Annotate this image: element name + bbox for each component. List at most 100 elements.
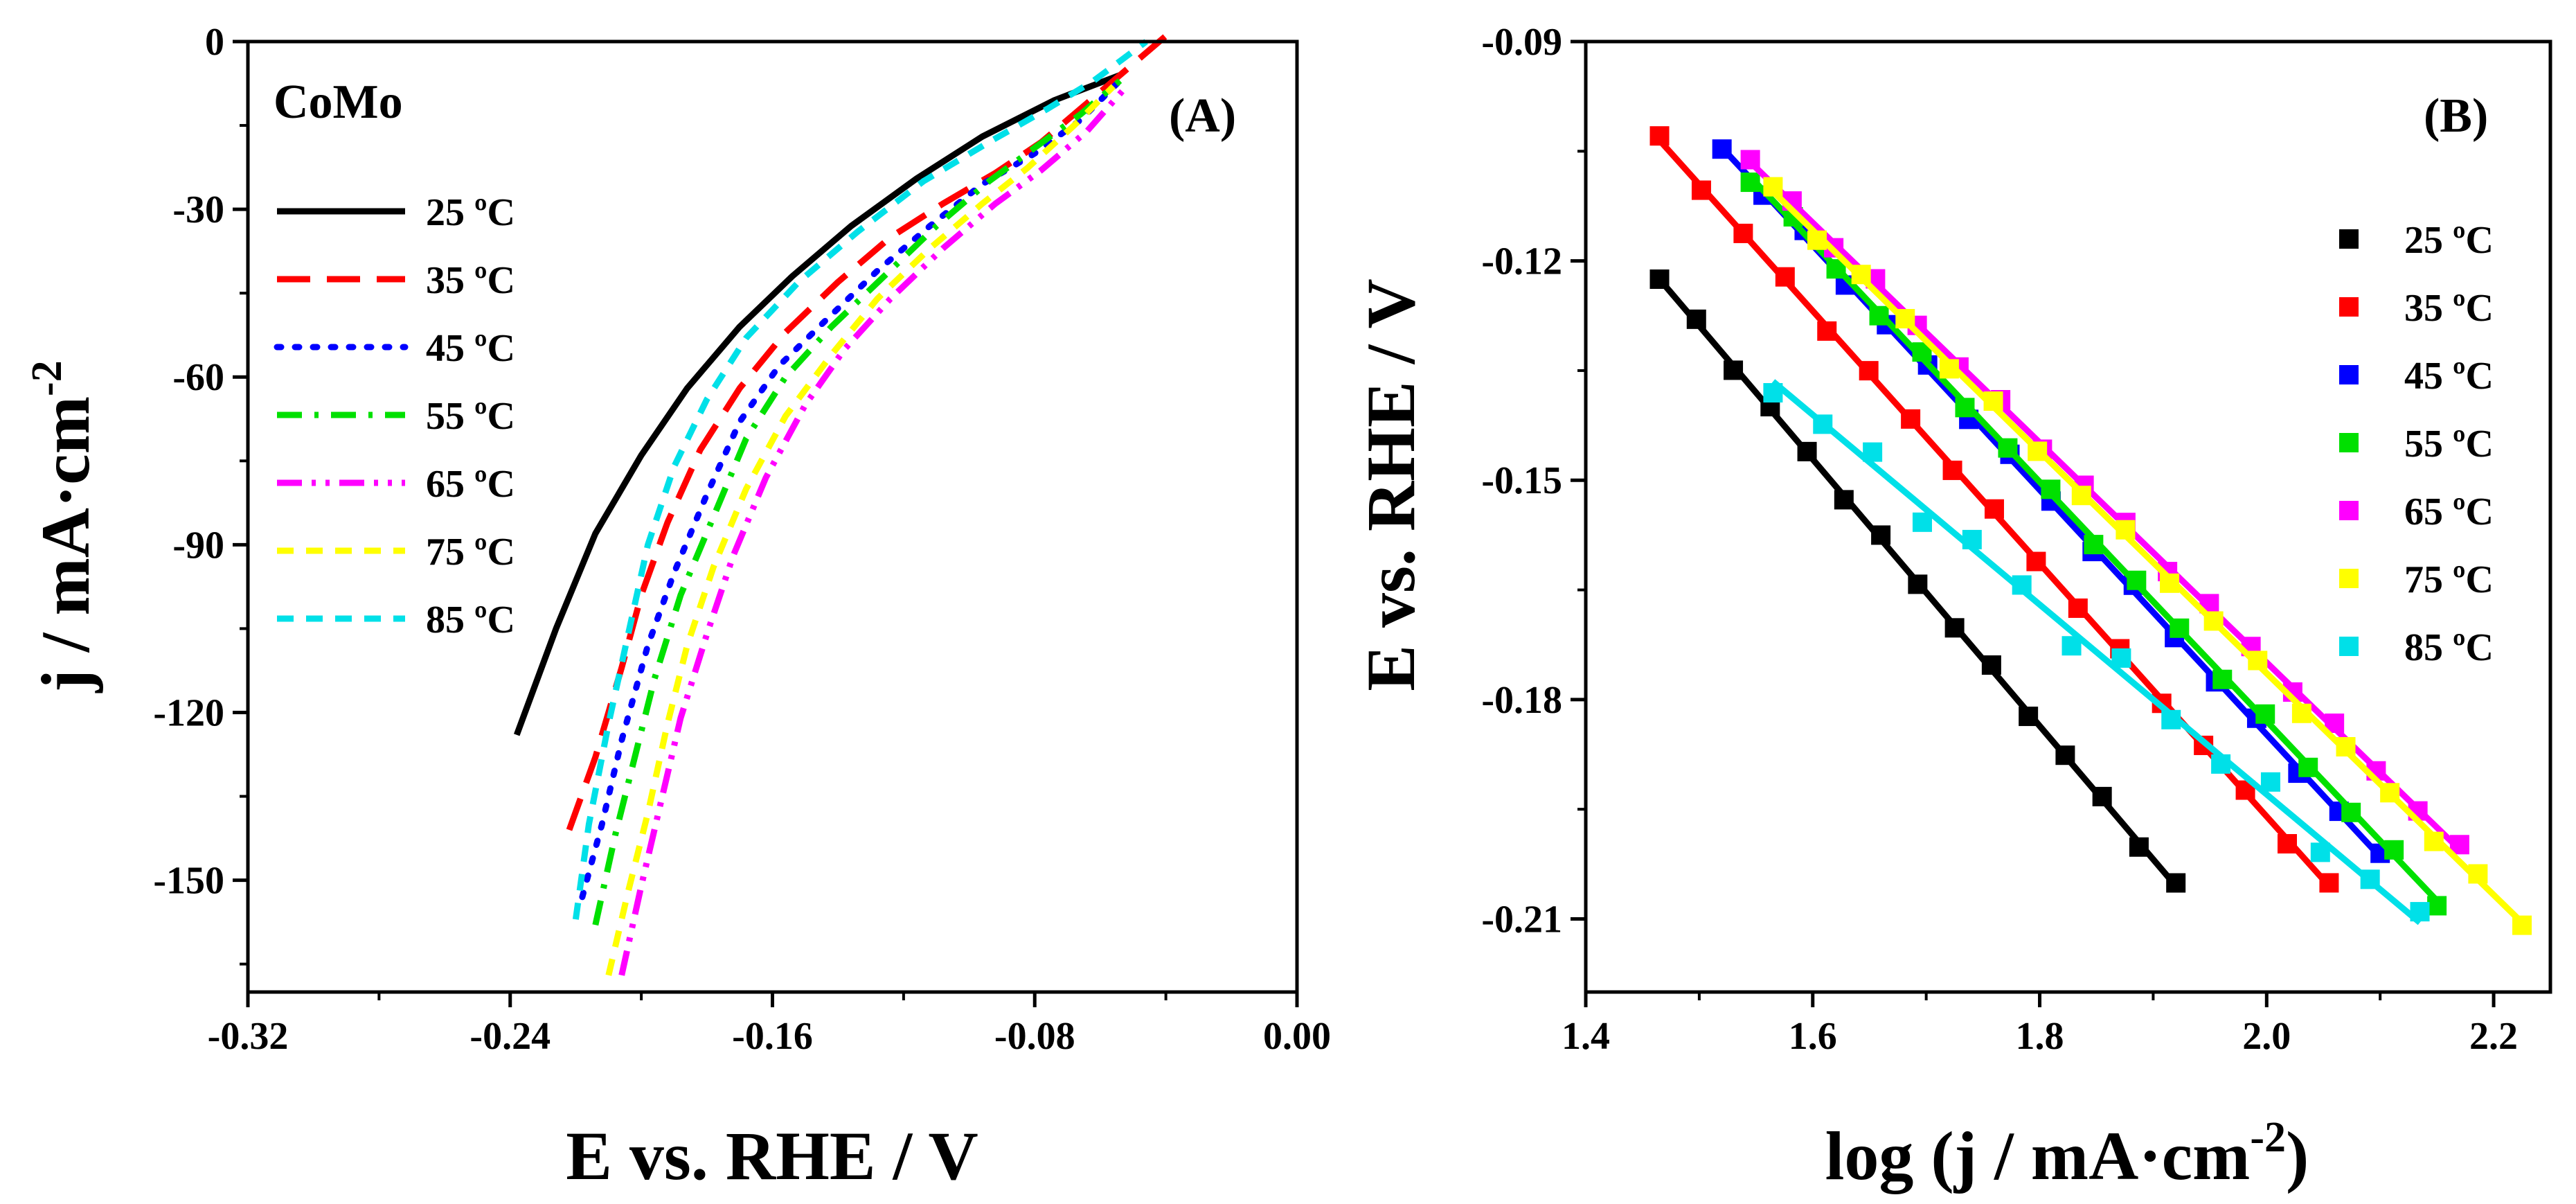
panel-b-legend-label: 85 ºC [2404, 626, 2494, 669]
panel-b-point [1944, 618, 1965, 638]
panel-a-series [513, 33, 1168, 976]
panel-b-point [2291, 703, 2311, 723]
panel-b-point [2255, 704, 2275, 724]
panel-a-xtick-label: -0.32 [208, 1015, 289, 1058]
panel-b-point [2116, 520, 2136, 540]
panel-b-point [2111, 648, 2131, 668]
panel-b-legend-label: 35 ºC [2404, 287, 2494, 330]
panel-b-point [2061, 636, 2082, 656]
panel-b-point [1863, 442, 1883, 462]
panel-b-point [2092, 786, 2112, 806]
panel-b-legend-marker [2339, 365, 2359, 384]
panel-a-xtick-label: 0.00 [1263, 1015, 1331, 1058]
panel-a-legend-label: 35 ºC [426, 259, 515, 302]
panel-b-point [1895, 309, 1915, 329]
panel-b-point [1817, 321, 1837, 341]
panel-b-legend-label: 75 ºC [2404, 558, 2494, 601]
panel-a-frame [246, 39, 1299, 994]
panel-b-xlabel-sup: -2 [2250, 1114, 2286, 1161]
panel-b-point [1939, 359, 1959, 379]
panel-b-ytick-label: -0.12 [1481, 240, 1562, 283]
panel-a-label: (A) [1169, 89, 1236, 143]
panel-b-point [1763, 177, 1783, 197]
panel-b-ticks: 1.4 1.6 1.8 2.0 2.2 -0.09 -0.12 -0.15 -0.18 -0.21 [1481, 21, 2518, 1058]
panel-b-point [1955, 398, 1975, 418]
panel-a-series-line-5 [618, 84, 1129, 976]
panel-b-point [1649, 126, 1670, 146]
panel-b-ytick-label: -0.21 [1481, 898, 1562, 941]
panel-b-point [2310, 842, 2330, 862]
panel-a-series-line-4 [592, 78, 1122, 926]
panel-b-point [2260, 772, 2280, 792]
panel-b-point [1912, 512, 1932, 532]
panel-a-legend-label: 85 ºC [426, 599, 515, 641]
panel-b-legend-marker [2339, 229, 2359, 249]
panel-b-point [2468, 864, 2488, 884]
panel-b-point [1686, 309, 1706, 329]
panel-a-title: CoMo [274, 76, 403, 129]
panel-a-series-line-1 [513, 72, 1121, 736]
panel-a-legend-label: 45 ºC [426, 327, 515, 370]
panel-b-legend-marker [2339, 569, 2359, 588]
panel-a-ytick-label: -150 [153, 860, 224, 903]
panel-b-point [2211, 754, 2231, 774]
panel-b-point [2055, 745, 2075, 765]
panel-b-xtick-label: 1.8 [2016, 1015, 2064, 1058]
panel-b-point [2028, 441, 2048, 461]
panel-a-ytick-label: -60 [172, 356, 224, 399]
panel-b-point [2170, 618, 2190, 638]
panel-b-fit-line-7 [1771, 379, 2422, 926]
panel-a-xlabel: E vs. RHE / V [566, 1117, 978, 1194]
panel-b-xlabel-end: ) [2286, 1117, 2309, 1194]
panel-b-point [1807, 230, 1827, 250]
panel-b-ytick-label: -0.09 [1481, 21, 1562, 64]
panel-b-xtick-label: 2.0 [2242, 1015, 2291, 1058]
panel-b-ytick-label: -0.15 [1481, 459, 1562, 502]
panel-b-point [1649, 269, 1670, 289]
panel-b-point [1763, 383, 1783, 403]
panel-a-ticks: -0.32 -0.24 -0.16 -0.08 0.00 0 -30 -60 -90 -120 -1… [153, 21, 1331, 1058]
panel-b-xtick-label: 2.2 [2469, 1015, 2518, 1058]
panel-a-ytick-label: 0 [205, 21, 224, 64]
panel-a-series-line-6 [605, 84, 1116, 976]
panel-b-point [1797, 441, 1817, 461]
panel-b-series [1649, 126, 2532, 935]
panel-b-point [1724, 360, 1744, 380]
panel-a-xtick-label: -0.24 [469, 1015, 551, 1058]
panel-b-point [2012, 575, 2032, 595]
panel-b-point [2424, 831, 2444, 851]
panel-b-point [1984, 499, 2004, 519]
panel-b-legend: 25 ºC 35 ºC 45 ºC 55 ºC 65 ºC 75 ºC 85 ºC [2339, 219, 2494, 669]
panel-b-point [1869, 306, 1889, 326]
panel-b-xlabel-main: log (j / mA·cm [1825, 1117, 2251, 1194]
panel-b-point [1981, 655, 2001, 675]
panel-b-point [2341, 802, 2361, 822]
panel-b-legend-label: 25 ºC [2404, 219, 2494, 262]
panel-b-point [2161, 709, 2181, 729]
panel-b-point [2427, 896, 2447, 916]
panel-a-ytick-label: -30 [172, 188, 224, 231]
panel-b-point [2212, 669, 2233, 689]
panel-b-point [2160, 573, 2180, 593]
panel-b-point [1998, 438, 2018, 458]
panel-a-xtick-label: -0.08 [994, 1015, 1075, 1058]
panel-b-point [1712, 139, 1732, 159]
panel-a-ytick-label: -90 [172, 524, 224, 567]
panel-b-point [2166, 873, 2186, 893]
panel-a-ylabel-sup: -2 [24, 360, 71, 396]
panel-b-point [1871, 525, 1891, 545]
panel-b-point [1908, 574, 1928, 594]
panel-b-point [2410, 902, 2430, 922]
panel-b-xtick-label: 1.6 [1789, 1015, 1837, 1058]
panel-b-point [2277, 834, 2297, 854]
panel-a-legend: 25 ºC 35 ºC 45 ºC 55 ºC 65 ºC 75 ºC 85 ºC [274, 191, 515, 641]
panel-b: 1.4 1.6 1.8 2.0 2.2 -0.09 -0.12 -0.15 -0.18 -0.21… [1352, 21, 2552, 1194]
panel-b-point [2019, 707, 2039, 727]
panel-a-ylabel-main: j / mA·cm [27, 396, 104, 693]
panel-b-point [1733, 223, 1753, 243]
panel-b-point [2203, 611, 2224, 631]
panel-b-point [2360, 869, 2380, 889]
panel-a-legend-label: 65 ºC [426, 463, 515, 506]
panel-b-point [1851, 265, 1871, 285]
panel-b-point [2384, 840, 2404, 860]
